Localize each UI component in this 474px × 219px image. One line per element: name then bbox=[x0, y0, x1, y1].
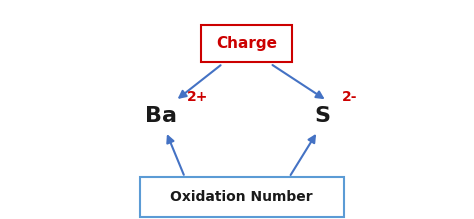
FancyBboxPatch shape bbox=[140, 177, 344, 217]
Text: Oxidation Number: Oxidation Number bbox=[171, 190, 313, 204]
Text: 2+: 2+ bbox=[187, 90, 209, 104]
Text: 2-: 2- bbox=[342, 90, 358, 104]
Text: S: S bbox=[314, 106, 330, 126]
FancyBboxPatch shape bbox=[201, 25, 292, 62]
Text: Charge: Charge bbox=[216, 36, 277, 51]
Text: Ba: Ba bbox=[145, 106, 177, 126]
